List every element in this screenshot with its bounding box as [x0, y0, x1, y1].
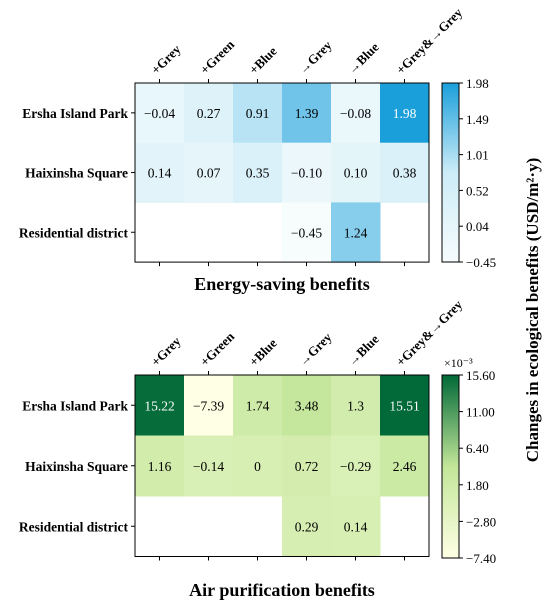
cell-value-label: 0.14	[344, 519, 368, 534]
panel-title: Energy-saving benefits	[194, 274, 370, 294]
cell-value-label: −0.10	[291, 166, 322, 181]
cell-value-label: 0.91	[246, 106, 270, 121]
cell-value-label: 0.14	[148, 166, 172, 181]
column-label: +Grey&→Grey	[393, 5, 466, 78]
column-label: +Green	[197, 328, 238, 369]
colorbar-multiplier: ×10⁻³	[444, 356, 473, 370]
cell-value-label: 0.38	[393, 166, 417, 181]
column-label: →Grey	[295, 37, 335, 77]
cell-value-label: 0.07	[197, 166, 221, 181]
cell-value-label: 0.27	[197, 106, 221, 121]
column-label: →Blue	[344, 331, 382, 369]
row-label: Residential district	[19, 519, 129, 534]
cell-value-label: −0.14	[193, 459, 224, 474]
heatmap-cell	[331, 202, 381, 263]
heatmap-cell	[331, 375, 381, 436]
heatmap-cell	[331, 142, 381, 203]
heatmap-cell	[184, 435, 234, 497]
row-label: Residential district	[19, 225, 129, 240]
cell-value-label: 1.39	[295, 106, 319, 121]
cell-value-label: 15.51	[389, 398, 419, 413]
heatmap-cell	[380, 142, 430, 203]
shared-y-axis-label: Changes in ecological benefits (USD/m²·y…	[523, 158, 542, 462]
colorbar-tick-label: 15.60	[466, 368, 495, 383]
cell-value-label: −7.39	[193, 398, 224, 413]
colorbar-tick-label: 0.52	[466, 183, 489, 198]
heatmap-cell	[282, 83, 332, 144]
colorbar-tick-label: −0.45	[466, 255, 496, 270]
column-label: +Grey	[148, 41, 184, 77]
row-label: Ersha Island Park	[22, 106, 128, 121]
heatmap-cell	[135, 375, 185, 436]
cell-value-label: −0.08	[340, 106, 371, 121]
colorbar-tick-label: 1.01	[466, 148, 489, 163]
colorbar-tick-label: 1.98	[466, 76, 489, 91]
column-label: +Grey	[148, 333, 184, 369]
heatmap-cell	[380, 375, 430, 436]
heatmap-cell	[331, 435, 381, 497]
cell-value-label: 0.72	[295, 459, 319, 474]
heatmap-cell	[233, 435, 283, 497]
column-label: →Grey	[295, 329, 335, 369]
heatmap-cell	[331, 83, 381, 144]
heatmap-cell	[233, 375, 283, 436]
colorbar	[441, 374, 460, 559]
cell-value-label: 1.24	[344, 225, 368, 240]
column-label: →Blue	[344, 39, 382, 77]
column-label: +Green	[197, 36, 238, 77]
heatmap-cell	[380, 83, 430, 144]
cell-value-label: 3.48	[295, 398, 319, 413]
cell-value-label: 0.35	[246, 166, 270, 181]
cell-value-label: 0.29	[295, 519, 319, 534]
heatmap-cell	[135, 83, 185, 144]
cell-value-label: −0.04	[144, 106, 175, 121]
cell-value-label: 15.22	[144, 398, 174, 413]
heatmap-cell	[233, 83, 283, 144]
column-label: +Blue	[246, 335, 280, 369]
heatmap-cell	[331, 496, 381, 557]
cell-value-label: 1.16	[148, 459, 172, 474]
cell-value-label: −0.29	[340, 459, 371, 474]
cell-value-label: 1.3	[347, 398, 364, 413]
colorbar-tick-label: 11.00	[466, 405, 495, 420]
cell-value-label: 0.10	[344, 166, 368, 181]
heatmap-cell	[184, 83, 234, 144]
heatmap-cell	[135, 142, 185, 203]
colorbar-tick-label: 0.04	[466, 219, 489, 234]
heatmap-cell	[282, 496, 332, 557]
row-label: Haixinsha Square	[25, 459, 128, 474]
cell-value-label: 0	[254, 459, 261, 474]
heatmap-cell	[282, 142, 332, 203]
cell-value-label: 1.74	[246, 398, 270, 413]
colorbar-tick-label: 6.40	[466, 441, 489, 456]
colorbar-tick-label: 1.80	[466, 478, 489, 493]
colorbar-tick-label: 1.49	[466, 112, 489, 127]
cell-value-label: 2.46	[393, 459, 417, 474]
air-purification-panel: 15.22 −7.39 1.74 3.48 1.3 15.51 1.16 −0.14 0 0.72…	[19, 297, 496, 600]
heatmap-cell	[282, 435, 332, 497]
row-label: Ersha Island Park	[22, 398, 128, 413]
heatmap-cell	[184, 142, 234, 203]
column-label: +Blue	[246, 43, 280, 77]
row-label: Haixinsha Square	[25, 166, 128, 181]
heatmap-cell	[282, 375, 332, 436]
colorbar-tick-label: −2.80	[466, 514, 496, 529]
energy-saving-panel: −0.04 0.27 0.91 1.39 −0.08 1.98 0.14 0.07 0.35 −0…	[19, 5, 496, 294]
heatmap-cell	[380, 435, 430, 497]
cell-value-label: −0.45	[291, 225, 322, 240]
panel-title: Air purification benefits	[189, 580, 375, 600]
colorbar	[441, 82, 460, 263]
heatmap-cell	[282, 202, 332, 263]
heatmap-cell	[233, 142, 283, 203]
heatmap-cell	[184, 375, 234, 436]
cell-value-label: 1.98	[393, 106, 417, 121]
heatmap-cell	[135, 435, 185, 497]
colorbar-tick-label: −7.40	[466, 551, 496, 566]
